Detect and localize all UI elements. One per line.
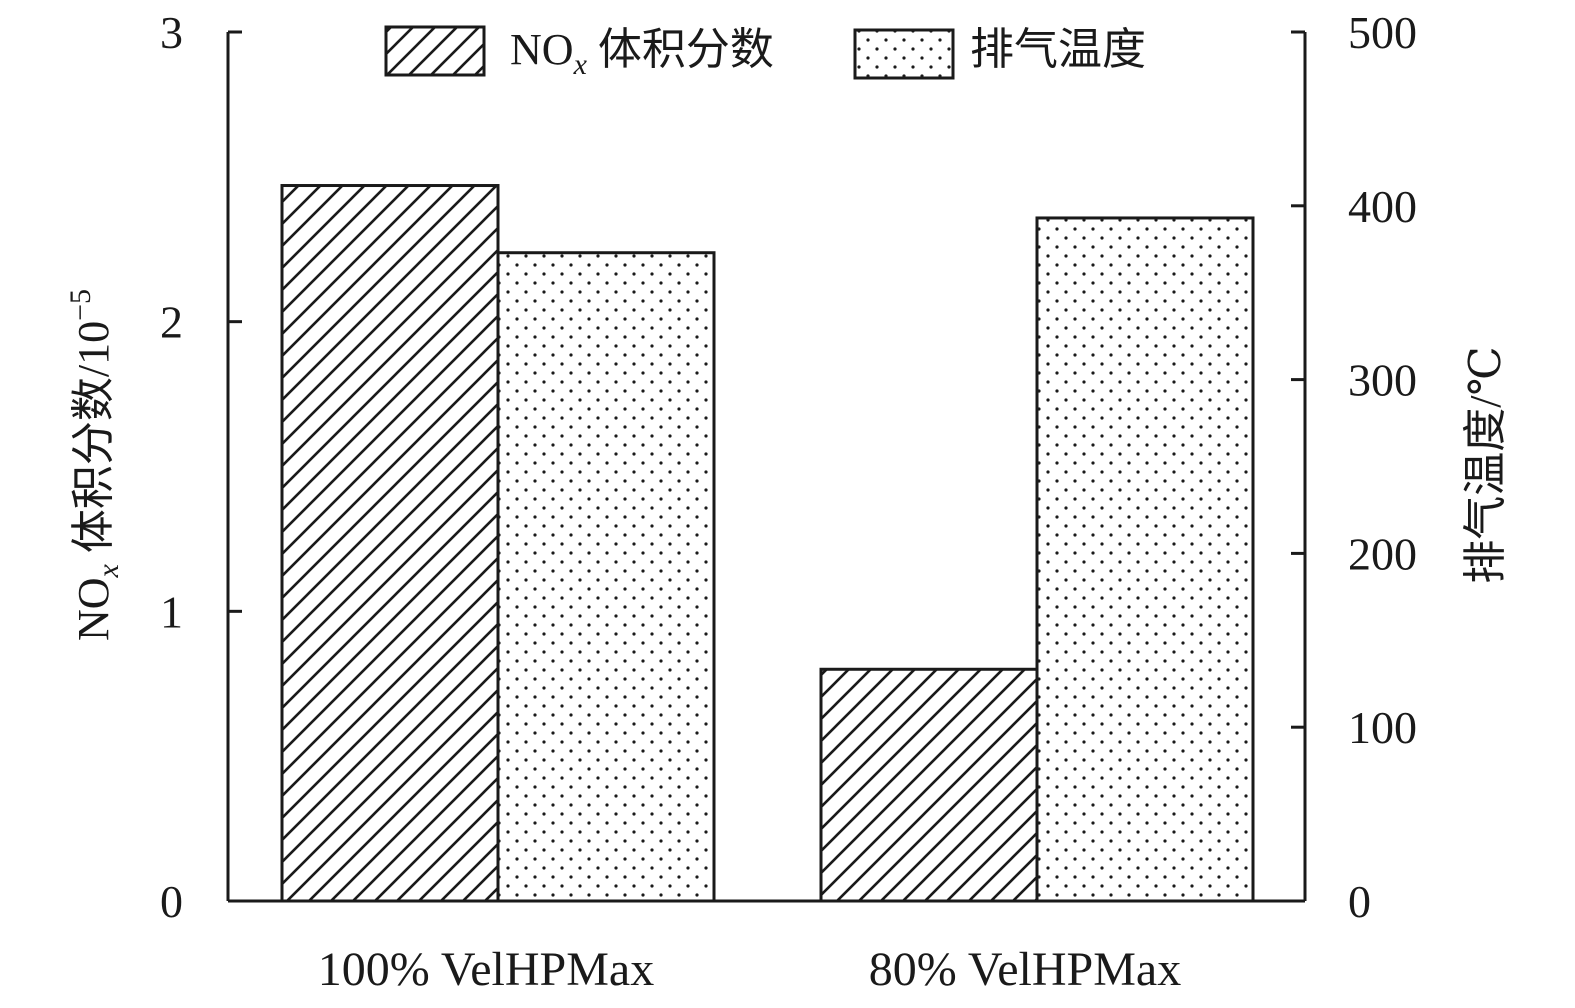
bar-nox-1 [819, 667, 1039, 903]
right-ticks: 0 100 200 300 400 500 [1291, 7, 1417, 927]
left-ticks: 0 1 2 3 [160, 7, 242, 927]
legend-label-nox-sub: x [573, 48, 588, 81]
legend: NOx 体积分数 排气温度 [384, 25, 1146, 81]
bars-layer [280, 184, 1255, 903]
right-tick-label-1: 100 [1348, 702, 1417, 753]
left-tick-label-3: 3 [160, 7, 183, 58]
left-axis-title: NOx 体积分数/10−5 [64, 289, 125, 641]
left-axis-title-rest: 体积分数/10 [69, 321, 118, 564]
right-tick-label-4: 400 [1348, 181, 1417, 232]
legend-label-nox-main: NO [510, 25, 574, 74]
legend-label-temp: 排气温度 [970, 25, 1146, 74]
legend-swatch-temp [853, 28, 955, 80]
left-tick-label-1: 1 [160, 586, 183, 637]
right-tick-label-2: 200 [1348, 528, 1417, 579]
legend-swatch-nox [384, 25, 486, 77]
bar-nox-0 [280, 184, 500, 903]
category-labels: 100% VelHPMax 80% VelHPMax [318, 943, 1181, 996]
bar-temp-1 [1035, 216, 1255, 903]
legend-label-nox: NOx 体积分数 [510, 25, 774, 81]
legend-label-nox-rest: 体积分数 [587, 25, 774, 74]
left-axis-title-sup: −5 [64, 289, 97, 321]
left-axis-title-main: NO [69, 577, 118, 641]
left-tick-label-0: 0 [160, 876, 183, 927]
left-tick-label-2: 2 [160, 297, 183, 348]
bar-temp-0 [496, 251, 716, 903]
category-label-1: 80% VelHPMax [869, 943, 1181, 996]
right-axis-title: 排气温度/℃ [1461, 346, 1510, 583]
right-tick-label-5: 500 [1348, 7, 1417, 58]
right-tick-label-3: 300 [1348, 355, 1417, 406]
right-tick-label-0: 0 [1348, 876, 1371, 927]
category-label-0: 100% VelHPMax [318, 943, 654, 996]
left-axis-title-sub: x [92, 563, 125, 578]
